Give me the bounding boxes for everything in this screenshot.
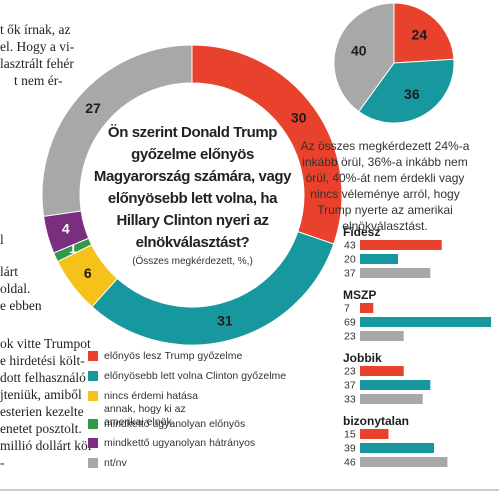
value-label: 37 — [344, 267, 356, 279]
article-line: el. Hogy a vi- — [0, 39, 75, 54]
bar — [360, 429, 389, 439]
donut-question: Ön szerint Donald Trump győzelme előnyös… — [85, 122, 300, 267]
donut-title: Ön szerint Donald Trump győzelme előnyös… — [93, 124, 292, 251]
value-label: 46 — [344, 456, 356, 468]
segment — [41, 44, 193, 217]
legend-item: előnyös lesz Trump győzelme — [88, 350, 242, 363]
article-line: l — [0, 232, 4, 247]
article-line: oldal. — [0, 281, 31, 296]
bar — [360, 331, 404, 341]
donut-hole — [82, 85, 302, 305]
value-label: 39 — [344, 442, 356, 454]
value-label: 24 — [412, 27, 428, 43]
segment — [358, 58, 455, 124]
article-line: e ebben — [0, 298, 42, 313]
article-line: t ők írnak, az — [0, 22, 71, 37]
bar — [360, 457, 448, 467]
bar — [360, 443, 435, 453]
legend-swatch — [88, 419, 98, 429]
value-label: 4 — [62, 221, 70, 237]
article-line: lárt — [0, 264, 18, 279]
article-line: jteniük, amiből — [0, 387, 82, 402]
value-label: 23 — [344, 330, 356, 342]
bar — [360, 394, 423, 404]
pie-caption: Az összes megkérdezett 24%-a inkább örül… — [300, 139, 470, 233]
legend-item: nincs érdemi hatása annak, hogy ki az am… — [88, 390, 228, 429]
bar — [360, 366, 404, 376]
value-label: 40 — [351, 42, 367, 58]
legend-item: mindkettő ugyanolyan előnyös — [88, 418, 245, 431]
legend-label: mindkettő ugyanolyan hátrányos — [104, 437, 256, 449]
article-line: dott felhasználó — [0, 370, 86, 385]
bar — [360, 254, 398, 264]
value-label: 7 — [344, 302, 350, 314]
group-label: Jobbik — [343, 351, 382, 365]
value-label: 1 — [69, 240, 77, 256]
group-label: MSZP — [343, 288, 376, 302]
legend-item: mindkettő ugyanolyan hátrányos — [88, 437, 255, 450]
legend-item: nt/nv — [88, 457, 127, 470]
article-line: millió dollárt köl- — [0, 438, 96, 453]
group-label: Fidesz — [343, 225, 380, 239]
legend-swatch — [88, 458, 98, 468]
legend-label: előnyös lesz Trump győzelme — [104, 350, 243, 362]
bar — [360, 303, 374, 313]
segment — [393, 2, 455, 64]
legend-label: nt/nv — [104, 457, 127, 469]
legend-swatch — [88, 391, 98, 401]
value-label: 36 — [404, 86, 420, 102]
legend-swatch — [88, 371, 98, 381]
value-label: 37 — [344, 379, 356, 391]
donut-subtitle: (Összes megkérdezett, %,) — [132, 256, 253, 267]
value-label: 6 — [84, 265, 92, 281]
article-line: t nem ér- — [14, 73, 63, 88]
value-label: 33 — [344, 393, 356, 405]
bar — [360, 317, 492, 327]
bar — [360, 380, 431, 390]
legend-label: nincs érdemi hatása annak, hogy ki az am… — [104, 390, 198, 428]
article-line: e hirdetési költ- — [0, 353, 85, 368]
legend-swatch — [88, 351, 98, 361]
value-label: 31 — [217, 313, 233, 329]
article-line: ok vitte Trumpot — [0, 336, 91, 351]
value-label: 27 — [85, 100, 101, 116]
value-label: 23 — [344, 365, 356, 377]
value-label: 43 — [344, 239, 356, 251]
value-label: 15 — [344, 428, 356, 440]
legend-item: előnyösebb lett volna Clinton győzelme — [88, 370, 286, 383]
article-line: enetet posztolt. — [0, 421, 82, 436]
legend-label: mindkettő ugyanolyan előnyös — [104, 418, 246, 430]
legend-label: előnyösebb lett volna Clinton győzelme — [104, 370, 287, 382]
bar — [360, 240, 442, 250]
article-line: esterien kezelte — [0, 404, 84, 419]
article-line: - — [0, 455, 5, 470]
group-label: bizonytalan — [343, 414, 409, 428]
value-label: 30 — [291, 110, 307, 126]
legend-swatch — [88, 438, 98, 448]
bar — [360, 268, 431, 278]
value-label: 20 — [344, 253, 356, 265]
article-line: lasztrált fehér — [0, 56, 74, 71]
segment — [333, 2, 395, 113]
value-label: 69 — [344, 316, 356, 328]
